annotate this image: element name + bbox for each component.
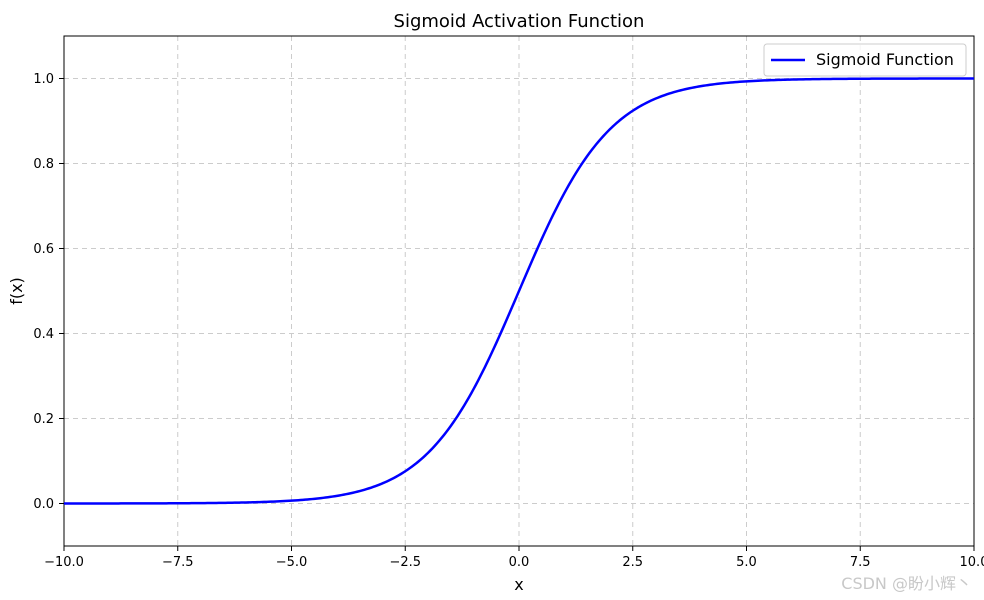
y-tick-label: 0.4 — [33, 327, 54, 342]
y-axis-label: f(x) — [7, 277, 26, 305]
y-tick-label: 0.0 — [33, 497, 54, 512]
x-axis: −10.0 −7.5 −5.0 −2.5 0.0 2.5 5.0 7.5 10.0 — [44, 546, 984, 570]
x-axis-label: x — [514, 575, 523, 594]
y-tick-label: 0.6 — [33, 242, 54, 257]
legend-label-sigmoid: Sigmoid Function — [816, 50, 954, 69]
watermark: CSDN @盼小辉丶 — [841, 574, 972, 593]
x-tick-label: 2.5 — [622, 555, 643, 570]
y-tick-label: 0.8 — [33, 157, 54, 172]
x-tick-label: −7.5 — [162, 555, 194, 570]
x-tick-label: 7.5 — [850, 555, 871, 570]
legend-box — [763, 43, 967, 77]
x-tick-label: −10.0 — [44, 555, 84, 570]
x-tick-label: 0.0 — [509, 555, 530, 570]
y-tick-label: 1.0 — [33, 72, 54, 87]
x-tick-label: −2.5 — [389, 555, 421, 570]
legend: Sigmoid Function — [763, 43, 967, 77]
x-tick-label: 10.0 — [960, 555, 984, 570]
x-tick-label: 5.0 — [736, 555, 757, 570]
chart-title: Sigmoid Activation Function — [394, 11, 645, 32]
series-layer — [64, 77, 974, 505]
y-tick-label: 0.2 — [33, 412, 54, 427]
x-tick-label: −5.0 — [276, 555, 308, 570]
series-line-sigmoid — [64, 77, 974, 505]
y-axis: 0.0 0.2 0.4 0.6 0.8 1.0 — [33, 72, 64, 512]
